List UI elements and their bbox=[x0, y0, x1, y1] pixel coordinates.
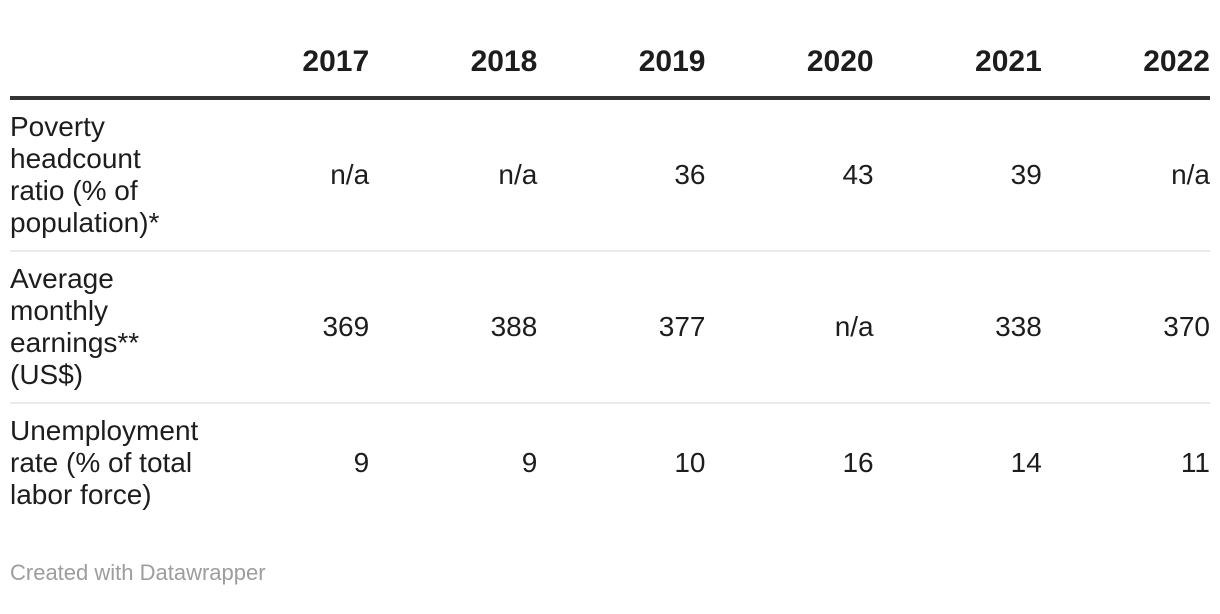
year-column-header-2017: 2017 bbox=[201, 20, 370, 100]
table-row-average-earnings: Average monthly earnings** (US$) 369 388… bbox=[10, 251, 1210, 403]
cell-value: 43 bbox=[842, 159, 874, 190]
cell-value: 10 bbox=[674, 447, 706, 478]
cell-value: 14 bbox=[1010, 447, 1042, 478]
table-header-row: 2017 2018 2019 2020 2021 2022 bbox=[10, 20, 1210, 100]
cell-value: 36 bbox=[674, 159, 706, 190]
indicators-table: 2017 2018 2019 2020 2021 2022 Poverty he… bbox=[10, 20, 1210, 522]
empty-corner-header bbox=[10, 20, 201, 100]
cell-value: 9 bbox=[353, 447, 370, 478]
cell-value: 369 bbox=[322, 311, 370, 342]
cell-value: n/a bbox=[834, 311, 874, 342]
row-label: Poverty headcount ratio (% of population… bbox=[10, 111, 160, 238]
cell-value: n/a bbox=[1171, 159, 1210, 190]
datawrapper-credit-link[interactable]: Created with Datawrapper bbox=[10, 560, 266, 585]
row-label: Average monthly earnings** (US$) bbox=[10, 263, 140, 390]
datawrapper-table-container: 2017 2018 2019 2020 2021 2022 Poverty he… bbox=[10, 20, 1210, 522]
cell-value: 16 bbox=[842, 447, 874, 478]
row-label: Unemployment rate (% of total labor forc… bbox=[10, 415, 199, 510]
year-column-header-2022: 2022 bbox=[1041, 20, 1210, 100]
cell-value: 11 bbox=[1180, 447, 1210, 478]
cell-value: n/a bbox=[498, 159, 538, 190]
cell-value: 39 bbox=[1010, 159, 1042, 190]
cell-value: 370 bbox=[1163, 311, 1210, 342]
year-column-header-2020: 2020 bbox=[705, 20, 874, 100]
cell-value: 9 bbox=[521, 447, 538, 478]
cell-value: 388 bbox=[490, 311, 538, 342]
year-column-header-2019: 2019 bbox=[537, 20, 706, 100]
table-row-poverty-headcount: Poverty headcount ratio (% of population… bbox=[10, 98, 1210, 251]
year-column-header-2021: 2021 bbox=[873, 20, 1042, 100]
table-row-unemployment-rate: Unemployment rate (% of total labor forc… bbox=[10, 403, 1210, 522]
year-column-header-2018: 2018 bbox=[369, 20, 538, 100]
cell-value: 377 bbox=[658, 311, 706, 342]
cell-value: n/a bbox=[330, 159, 370, 190]
cell-value: 338 bbox=[995, 311, 1042, 342]
